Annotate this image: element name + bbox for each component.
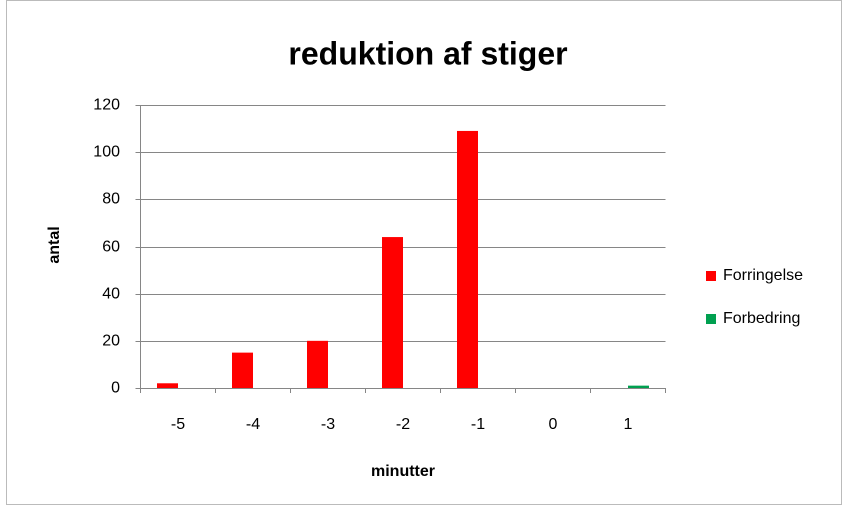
y-axis-label: antal [46,226,63,263]
legend-swatch [706,314,716,324]
x-axis-label: minutter [371,463,435,480]
legend-label: Forringelse [723,267,803,284]
bar [232,352,253,388]
bar [307,340,328,388]
y-tick-label: 120 [93,97,120,114]
y-tick-label: 100 [93,144,120,161]
y-tick-label: 40 [102,286,120,303]
x-tick-label: -5 [171,416,185,433]
x-tick-label: 0 [549,416,558,433]
x-tick-label: -4 [246,416,260,433]
legend-label: Forbedring [723,310,800,327]
bar [628,385,649,388]
x-tick-label: -3 [321,416,335,433]
x-tick-label: -2 [396,416,410,433]
x-tick-label: 1 [624,416,633,433]
y-tick-label: 60 [102,239,120,256]
y-tick-label: 80 [102,191,120,208]
chart-title: reduktion af stiger [288,35,567,71]
y-tick-label: 0 [111,380,120,397]
bar [157,383,178,388]
chart-border [6,0,842,505]
y-tick-label: 20 [102,333,120,350]
bar [457,130,478,389]
x-tick-label: -1 [471,416,485,433]
legend-swatch [706,271,716,281]
bar [382,237,403,388]
